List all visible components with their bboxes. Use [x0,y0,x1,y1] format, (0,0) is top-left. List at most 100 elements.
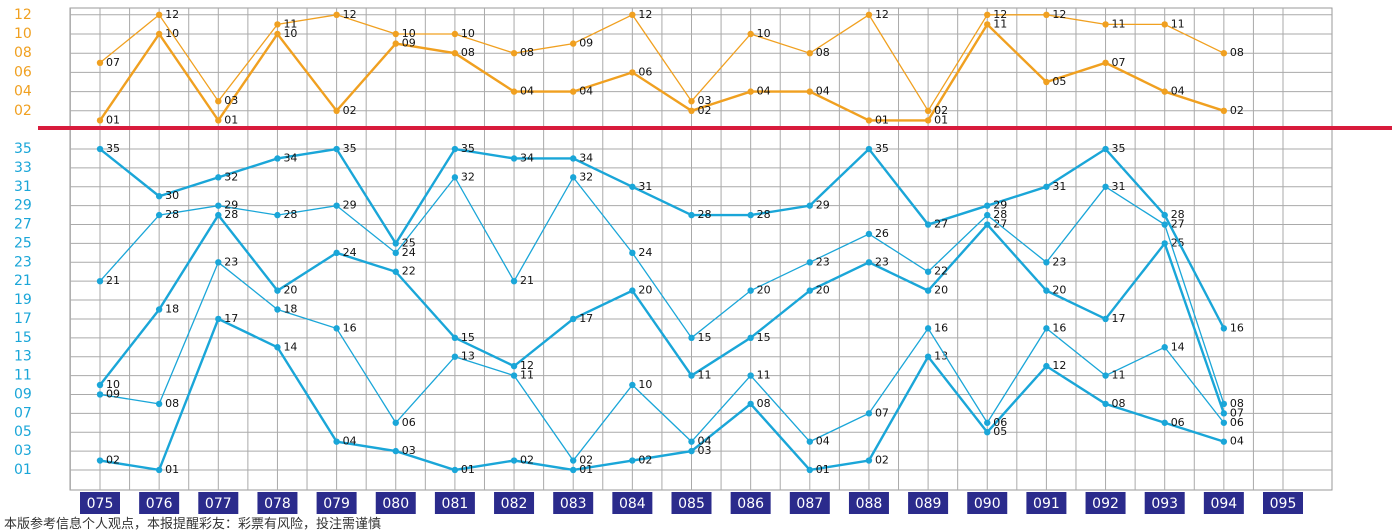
point [688,334,695,342]
value-label: 29 [993,199,1007,212]
value-label: 15 [461,331,475,344]
point [865,410,873,417]
value-label: 04 [579,85,593,98]
value-label: 35 [461,142,475,155]
point [274,211,281,219]
point [333,107,340,115]
point [392,249,399,257]
x-tick-label: 086 [737,496,764,512]
point [1102,315,1109,323]
point [570,466,577,474]
point [333,249,340,257]
point [865,457,873,464]
point [451,30,459,38]
value-label: 02 [934,104,948,117]
point [806,50,813,57]
category-box [848,492,889,514]
value-label: 09 [579,37,593,50]
point [984,211,991,219]
value-label: 01 [461,463,475,476]
series-line [99,317,1225,472]
point [629,11,636,18]
point [1102,145,1109,153]
point [274,155,281,162]
chart: 02 04 06 08 10 12 01 10 01 10 02 09 08 04 04 06 02 04 04 01… [14,7,1392,514]
value-label: 07 [875,406,889,419]
value-label: 23 [816,255,830,268]
value-label: 04 [757,85,771,98]
series-line [99,13,1225,113]
point [1161,211,1168,219]
value-label: 03 [402,444,416,457]
value-label: 31 [1112,180,1126,193]
value-label: 11 [1112,369,1126,382]
point [806,287,813,294]
category-box [1085,492,1126,514]
x-tick-label: 085 [678,496,705,512]
point [392,30,399,38]
value-label: 01 [934,113,948,126]
y-tick-label: 08 [14,45,32,61]
point [215,259,222,266]
value-label: 29 [224,199,238,212]
y-tick-label: 21 [14,273,32,289]
value-label: 01 [224,113,238,126]
value-label: 12 [520,359,534,372]
point [865,230,873,238]
category-box [257,492,298,514]
series-line [99,261,1225,462]
point [510,50,518,57]
y-tick-label: 27 [14,217,32,233]
value-label: 08 [520,46,534,59]
point [96,381,104,389]
point [924,268,932,275]
point [688,447,695,455]
category-box [908,492,949,514]
value-label: 10 [638,378,652,391]
point [806,88,813,95]
category-box [198,492,239,514]
category-box [434,492,475,514]
point [155,30,163,38]
point [215,211,222,219]
value-label: 08 [1112,397,1126,410]
value-label: 12 [343,8,357,21]
point [1043,78,1050,86]
point [806,438,813,445]
page: 02 04 06 08 10 12 01 10 01 10 02 09 08 04 04 06 02 04 04 01… [4,6,1392,532]
value-label: 02 [1230,104,1244,117]
value-label: 07 [1112,56,1126,69]
x-tick-label: 089 [915,496,942,512]
value-label: 17 [224,312,238,325]
value-label: 06 [1230,416,1244,429]
point [333,325,340,332]
value-label: 02 [698,104,712,117]
point [1102,21,1109,28]
y-tick-label: 35 [14,141,32,157]
point [392,447,399,455]
value-label: 13 [934,350,948,363]
point [984,11,991,18]
point [924,353,932,360]
value-label: 18 [283,303,297,316]
point [688,107,695,115]
y-tick-label: 05 [14,424,32,440]
value-label: 01 [875,113,889,126]
point [984,21,991,28]
value-label: 24 [343,246,357,259]
point [215,202,222,209]
value-label: 03 [224,94,238,107]
value-label: 14 [283,340,297,353]
point [155,400,163,408]
series-line [99,22,1225,123]
value-label: 20 [934,284,948,297]
value-label: 04 [1171,85,1185,98]
point [747,287,754,294]
point [215,117,222,124]
value-label: 08 [165,397,179,410]
value-label: 25 [402,236,416,249]
point [274,306,281,313]
point [806,202,813,209]
y-tick-label: 11 [14,368,32,384]
value-label: 12 [1052,359,1066,372]
